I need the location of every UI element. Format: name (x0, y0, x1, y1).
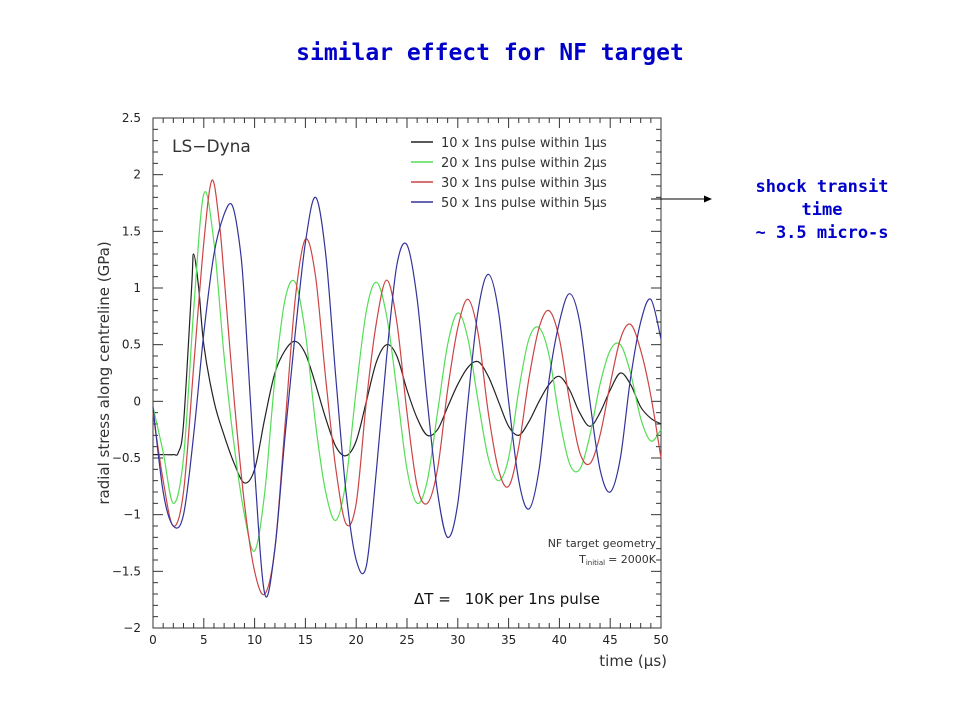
y-tick-label: 1 (133, 281, 141, 295)
legend-entry: 30 x 1ns pulse within 3µs (441, 176, 607, 191)
x-tick-label: 35 (501, 633, 516, 647)
delta-prefix: ΔT = (414, 590, 451, 608)
series-line-2 (152, 191, 662, 552)
y-tick-label: 2 (133, 168, 141, 182)
y-tick-label: 0 (133, 394, 141, 408)
tick-labels: 0 5 10 15 20 25 30 35 40 45 50 −2 −1.5 −1 −0.5 0 0.5 1 1.5… (112, 111, 669, 647)
x-tick-label: 45 (603, 633, 618, 647)
x-tick-label: 40 (552, 633, 567, 647)
y-tick-label: 0.5 (122, 338, 141, 352)
temp-sub: initial (586, 559, 605, 567)
side-note-line: time (801, 200, 843, 220)
legend-entry: 50 x 1ns pulse within 5µs (441, 196, 607, 211)
temp-prefix: T (578, 553, 586, 566)
series-line-1 (153, 253, 662, 484)
series-line-3 (152, 179, 662, 596)
temperature-label: Tinitial = 2000K (578, 553, 657, 567)
x-tick-label: 10 (247, 633, 262, 647)
legend: 10 x 1ns pulse within 1µs 20 x 1ns pulse … (411, 136, 607, 211)
delta-value: 10K per 1ns pulse (465, 590, 600, 608)
y-tick-label: −1 (123, 508, 141, 522)
side-note-line: ~ 3.5 micro-s (755, 223, 889, 243)
y-tick-label: −2 (123, 621, 141, 635)
y-tick-label: 1.5 (122, 224, 141, 238)
series-line-4 (152, 196, 662, 598)
callout-arrow-head (704, 195, 712, 203)
x-tick-label: 30 (450, 633, 465, 647)
side-note-line: shock transit (755, 177, 889, 197)
y-tick-label: −1.5 (112, 564, 141, 578)
x-tick-label: 15 (298, 633, 313, 647)
y-axis-label: radial stress along centreline (GPa) (95, 241, 113, 504)
legend-entry: 20 x 1ns pulse within 2µs (441, 156, 607, 171)
temp-value: = 2000K (608, 553, 657, 566)
side-note: shock transit time ~ 3.5 micro-s (722, 176, 922, 245)
solver-label: LS−Dyna (172, 137, 251, 157)
y-tick-label: 2.5 (122, 111, 141, 125)
x-tick-label: 20 (349, 633, 364, 647)
x-tick-label: 5 (200, 633, 208, 647)
legend-entry: 10 x 1ns pulse within 1µs (441, 136, 607, 151)
slide-title: similar effect for NF target (296, 40, 684, 66)
series-group (152, 179, 662, 598)
geometry-label: NF target geometry (548, 537, 657, 550)
x-tick-label: 50 (653, 633, 668, 647)
plot-frame (152, 117, 662, 629)
delta-label: ΔT = 10K per 1ns pulse (414, 590, 600, 608)
x-axis-label: time (µs) (599, 652, 667, 670)
x-tick-label: 0 (149, 633, 157, 647)
x-tick-label: 25 (399, 633, 414, 647)
y-tick-label: −0.5 (112, 451, 141, 465)
axis-ticks (152, 117, 662, 629)
